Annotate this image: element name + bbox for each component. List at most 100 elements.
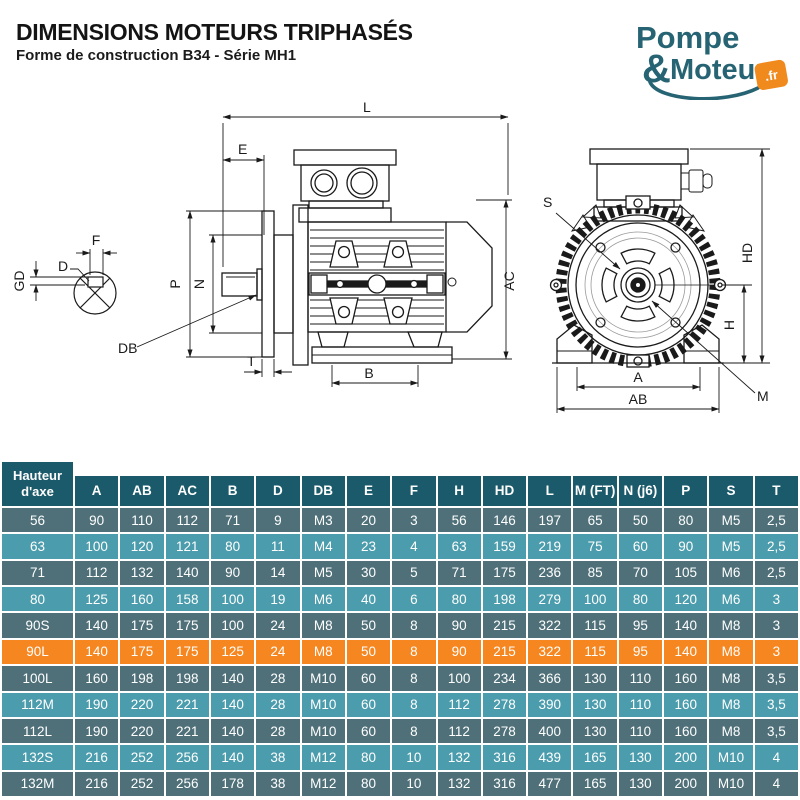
cell: 85 — [571, 558, 619, 588]
row-label: 100L — [0, 664, 75, 693]
column-header: L — [526, 460, 574, 508]
cell: 8 — [390, 716, 438, 746]
cell: 80 — [344, 769, 393, 799]
cell: 30 — [344, 558, 393, 588]
dim-label-GD: GD — [11, 271, 27, 292]
cell: 160 — [662, 716, 710, 746]
cell: 216 — [72, 769, 121, 799]
cell: 278 — [480, 716, 529, 746]
cell: 121 — [163, 532, 211, 561]
cell: M10 — [299, 716, 347, 746]
cell: 216 — [72, 743, 121, 772]
cell: M10 — [707, 743, 755, 772]
logo-badge-text: .fr — [764, 67, 779, 84]
cell: M12 — [299, 743, 347, 772]
cell: 322 — [526, 611, 574, 640]
cell: 95 — [616, 637, 665, 667]
cell: 140 — [208, 664, 257, 693]
cell: 3,5 — [752, 690, 800, 719]
dim-label-F: F — [92, 232, 101, 248]
cell: 90 — [208, 558, 257, 588]
table-row: 63 100 120 121 80 11 M4 23 4 63 159 219 75 60 90 M5 2,5 — [0, 532, 800, 561]
cell: 38 — [254, 743, 302, 772]
cell: 256 — [163, 743, 211, 772]
cell: M10 — [707, 769, 755, 799]
row-label: 56 — [0, 505, 75, 535]
table-row: 71 112 132 140 90 14 M5 30 5 71 175 236 85 70 105 M6 2,5 — [0, 558, 800, 588]
cell: 28 — [254, 690, 302, 719]
cell: 165 — [571, 769, 619, 799]
cell: M10 — [299, 690, 347, 719]
cell: 90 — [435, 637, 483, 667]
table-row: 100L 160 198 198 140 28 M10 60 8 100 234 366 130 110 1… — [0, 664, 800, 693]
cell: 80 — [616, 585, 665, 614]
dim-label-DB: DB — [118, 340, 137, 356]
column-header: E — [344, 460, 393, 508]
cell: 221 — [163, 690, 211, 719]
cell: 130 — [571, 664, 619, 693]
cell: 3 — [752, 611, 800, 640]
cell: 10 — [390, 769, 438, 799]
cell: 140 — [662, 637, 710, 667]
technical-drawings: F D GD — [11, 99, 770, 413]
cell: 198 — [118, 664, 166, 693]
cell: 278 — [480, 690, 529, 719]
shaft-section-view — [30, 249, 117, 315]
table-row-highlighted: 90L 140 175 175 125 24 M8 50 8 90 215 322 115 95 140 M8… — [0, 637, 800, 667]
cell: 165 — [571, 743, 619, 772]
cell: M8 — [707, 690, 755, 719]
cell: 3 — [752, 585, 800, 614]
cell: 366 — [526, 664, 574, 693]
cell: M6 — [707, 585, 755, 614]
cell: 439 — [526, 743, 574, 772]
cell: 110 — [616, 690, 665, 719]
cell: M5 — [707, 505, 755, 535]
logo-word-2: Moteur — [670, 54, 767, 86]
cell: 24 — [254, 637, 302, 667]
cell: 28 — [254, 664, 302, 693]
cell: 20 — [344, 505, 393, 535]
cell: 140 — [208, 743, 257, 772]
row-label: 132M — [0, 769, 75, 799]
cell: 80 — [344, 743, 393, 772]
cell: 112 — [72, 558, 121, 588]
row-label: 80 — [0, 585, 75, 614]
cell: 140 — [72, 611, 121, 640]
cell: 4 — [752, 769, 800, 799]
cell: 80 — [435, 585, 483, 614]
motor-front-view — [549, 148, 770, 413]
cell: 130 — [616, 769, 665, 799]
cell: 198 — [480, 585, 529, 614]
cell: 198 — [163, 664, 211, 693]
dim-label-D: D — [58, 258, 68, 274]
cell: 175 — [163, 637, 211, 667]
table-row: 56 90 110 112 71 9 M3 20 3 56 146 197 65 50 80 M5 2,5 — [0, 505, 800, 535]
table-row: 132S 216 252 256 140 38 M12 80 10 132 316 439 165 130… — [0, 743, 800, 772]
row-label: 112L — [0, 716, 75, 746]
cell: 4 — [390, 532, 438, 561]
cell: 100 — [208, 611, 257, 640]
cell: M5 — [707, 532, 755, 561]
dim-label-B: B — [364, 365, 373, 381]
dim-label-M: M — [757, 388, 769, 404]
cell: 175 — [163, 611, 211, 640]
cell: 100 — [208, 585, 257, 614]
cell: 8 — [390, 611, 438, 640]
cell: 28 — [254, 716, 302, 746]
cell: 5 — [390, 558, 438, 588]
column-header: P — [662, 460, 710, 508]
cell: 236 — [526, 558, 574, 588]
cell: 100 — [72, 532, 121, 561]
cell: 90 — [662, 532, 710, 561]
row-label: 90L — [0, 637, 75, 667]
cell: 130 — [571, 690, 619, 719]
dim-label-AC: AC — [501, 271, 517, 290]
cell: M8 — [299, 611, 347, 640]
dim-label-A: A — [633, 369, 643, 385]
cell: 70 — [616, 558, 665, 588]
cell: 60 — [616, 532, 665, 561]
cell: 160 — [72, 664, 121, 693]
cell: 71 — [435, 558, 483, 588]
cell: 50 — [344, 637, 393, 667]
cell: 390 — [526, 690, 574, 719]
